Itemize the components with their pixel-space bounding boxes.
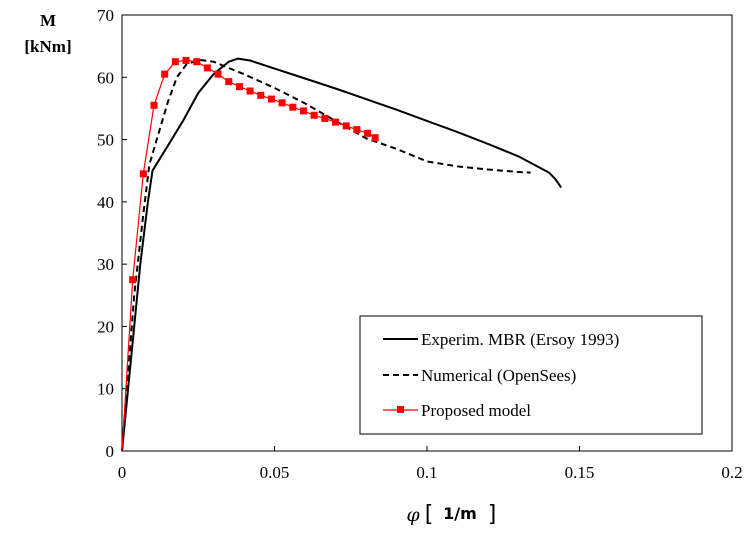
- y-tick-label: 70: [97, 6, 114, 25]
- proposed-model-point: [299, 107, 307, 115]
- proposed-model-point: [139, 170, 147, 178]
- x-tick-label: 0.15: [565, 463, 595, 482]
- x-tick-label: 0.05: [260, 463, 290, 482]
- proposed-model-point: [246, 87, 254, 95]
- y-tick-label: 30: [97, 255, 114, 274]
- proposed-model-point: [267, 95, 275, 103]
- proposed-model-point: [364, 129, 372, 137]
- y-axis-label-unit: [kNm]: [24, 37, 71, 56]
- series-line-numerical: [121, 58, 531, 452]
- proposed-model-point: [371, 134, 379, 142]
- proposed-model-point: [321, 114, 329, 122]
- proposed-model-point: [129, 276, 137, 284]
- series-layer: [121, 56, 563, 452]
- proposed-model-point: [225, 78, 233, 86]
- x-axis-label-close-bracket: ]: [488, 502, 497, 527]
- legend: Experim. MBR (Ersoy 1993) Numerical (Ope…: [359, 315, 703, 435]
- y-tick-label: 20: [97, 317, 114, 336]
- x-axis-label: φ [ 1/m ]: [406, 502, 496, 527]
- proposed-model-point: [278, 99, 286, 107]
- proposed-model-point: [214, 70, 222, 78]
- y-axis-label-symbol: M: [40, 11, 56, 30]
- y-tick-label: 0: [106, 442, 115, 461]
- legend-box: [359, 315, 703, 435]
- x-axis: 0 0.05 0.1 0.15 0.2: [118, 446, 743, 482]
- proposed-model-point: [310, 111, 318, 119]
- proposed-model-point: [332, 118, 339, 126]
- y-tick-label: 10: [97, 380, 114, 399]
- x-axis-label-open-bracket: [: [425, 502, 434, 527]
- proposed-model-point: [235, 83, 243, 91]
- legend-label-experimental: Experim. MBR (Ersoy 1993): [421, 330, 619, 349]
- proposed-model-point: [289, 103, 297, 111]
- y-tick-label: 40: [97, 193, 114, 212]
- x-axis-label-symbol: φ: [406, 504, 420, 526]
- x-axis-label-unit: 1/m: [443, 504, 477, 523]
- y-tick-label: 50: [97, 131, 114, 150]
- x-tick-label: 0.1: [416, 463, 437, 482]
- proposed-model-point: [342, 122, 350, 130]
- x-tick-label: 0: [118, 463, 127, 482]
- legend-label-numerical: Numerical (OpenSees): [421, 366, 576, 385]
- y-axis: 0 10 20 30 40 50 60 70: [97, 6, 127, 461]
- x-tick-label: 0.2: [721, 463, 742, 482]
- proposed-model-point: [171, 58, 179, 66]
- legend-label-proposed: Proposed model: [421, 401, 531, 420]
- proposed-model-point: [182, 56, 190, 64]
- series-line-experimental: [121, 57, 563, 452]
- proposed-model-point: [353, 126, 361, 134]
- legend-swatch-proposed-marker: [397, 406, 404, 413]
- proposed-model-point: [193, 58, 201, 66]
- proposed-model-point: [203, 64, 211, 72]
- y-tick-label: 60: [97, 68, 114, 87]
- proposed-model-point: [161, 70, 169, 78]
- proposed-model-point: [150, 101, 158, 109]
- proposed-model-point: [257, 91, 265, 99]
